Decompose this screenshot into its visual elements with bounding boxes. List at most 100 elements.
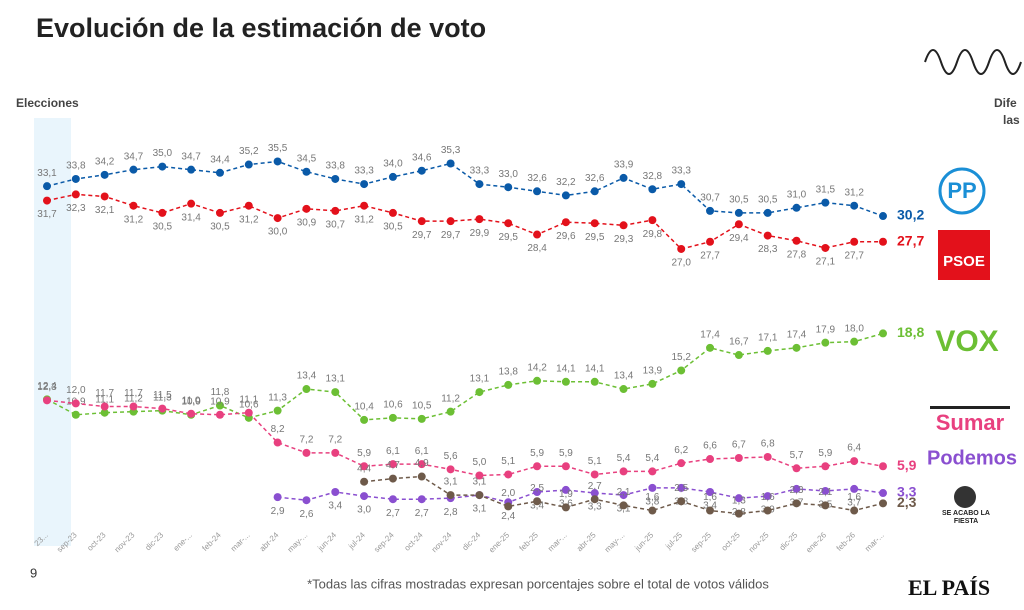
series-line <box>46 332 884 421</box>
data-label: 1,6 <box>761 492 775 503</box>
data-label: 31,5 <box>816 184 836 195</box>
data-point <box>706 487 715 496</box>
page-number: 9 <box>30 565 37 580</box>
data-label: 33,9 <box>614 160 634 171</box>
data-point <box>619 467 628 476</box>
data-point <box>533 230 542 239</box>
data-label: 4,7 <box>386 460 400 471</box>
data-point <box>302 204 311 213</box>
series-line <box>46 193 883 250</box>
x-tick-label: nov-24 <box>430 530 454 554</box>
data-point <box>850 337 859 346</box>
data-point <box>388 495 397 504</box>
x-tick-label: jun-24 <box>315 530 338 553</box>
x-tick-label: may-... <box>603 531 627 555</box>
data-label: 33,8 <box>326 161 346 172</box>
data-point <box>302 385 311 394</box>
data-point <box>504 183 513 192</box>
series-line <box>277 487 884 504</box>
data-label: 3,8 <box>645 497 659 508</box>
final-value-label: 5,9 <box>897 457 917 473</box>
data-point <box>417 217 426 226</box>
data-label: 10,6 <box>383 399 403 410</box>
data-label: 4,4 <box>357 463 371 474</box>
x-tick-label: feb-26 <box>835 530 858 553</box>
legend-entry: Podemos <box>927 447 1017 469</box>
data-point <box>100 402 109 411</box>
decoration <box>924 49 1022 75</box>
data-point <box>619 501 628 510</box>
legend-entry: PP <box>947 178 976 203</box>
plot: 23... sep-23 oct-23 nov-23 dic-23 ene-... feb-… <box>33 143 925 554</box>
data-label: 16,7 <box>729 337 749 348</box>
data-label: 4,9 <box>415 458 429 469</box>
data-label: 13,8 <box>499 367 519 378</box>
side-label: las <box>1003 113 1020 127</box>
data-point <box>360 462 369 471</box>
data-point <box>417 414 426 423</box>
data-label: 5,9 <box>357 448 371 459</box>
data-label: 32,1 <box>95 205 115 216</box>
data-point <box>879 489 887 498</box>
data-point <box>475 471 484 480</box>
data-label: 31,2 <box>844 187 864 198</box>
data-label: 30,5 <box>153 222 173 233</box>
data-label: 33,8 <box>66 161 86 172</box>
data-point <box>331 388 340 397</box>
data-point <box>561 485 570 494</box>
data-point <box>244 201 253 210</box>
data-point <box>360 477 369 486</box>
data-label: 13,9 <box>643 366 663 377</box>
data-point <box>734 494 743 503</box>
data-label: 33,1 <box>37 168 57 179</box>
data-point <box>590 495 599 504</box>
data-point <box>331 206 340 215</box>
data-point <box>590 489 599 498</box>
data-point <box>821 243 830 252</box>
data-point <box>388 474 397 483</box>
data-point <box>706 506 715 515</box>
data-label: 10,5 <box>412 401 432 412</box>
data-point <box>561 462 570 471</box>
side-label: Dife <box>994 96 1017 110</box>
data-point <box>734 220 743 229</box>
data-label: 29,5 <box>585 232 605 243</box>
data-point <box>763 452 772 461</box>
data-point <box>71 410 80 419</box>
data-label: 11,7 <box>124 388 143 399</box>
data-label: 10,9 <box>210 396 230 407</box>
data-point <box>273 493 282 502</box>
data-point <box>475 180 484 189</box>
data-label: 2,0 <box>501 488 515 499</box>
data-label: 8,2 <box>271 424 285 435</box>
legend-entry: VOX <box>935 325 998 358</box>
data-point <box>533 487 542 496</box>
data-label: 5,1 <box>588 456 602 467</box>
data-label: 33,3 <box>671 166 691 177</box>
data-label: 6,7 <box>732 440 746 451</box>
data-label: 27,0 <box>671 258 691 269</box>
data-label: 28,3 <box>758 244 778 255</box>
data-label: 15,2 <box>671 352 691 363</box>
data-label: 2,7 <box>415 508 429 519</box>
data-point <box>677 244 686 253</box>
data-point <box>648 483 657 492</box>
data-label: 14,2 <box>527 362 547 373</box>
data-label: 31,0 <box>787 189 807 200</box>
data-label: 2,4 <box>501 511 515 522</box>
data-point <box>43 182 51 191</box>
data-label: 6,4 <box>847 443 861 454</box>
data-label: 7,2 <box>328 435 342 446</box>
data-label: 35,5 <box>268 143 288 154</box>
data-point <box>475 215 484 224</box>
data-label: 29,4 <box>729 233 749 244</box>
data-label: 31,2 <box>239 214 259 225</box>
data-label: 32,6 <box>585 173 605 184</box>
data-point <box>273 157 282 166</box>
data-label: 6,8 <box>761 439 775 450</box>
x-tick-label: jul-24 <box>346 530 367 551</box>
data-label: 27,7 <box>844 250 864 261</box>
data-label: 33,3 <box>354 166 374 177</box>
data-label: 14,1 <box>556 363 576 374</box>
data-label: 30,7 <box>700 193 720 204</box>
